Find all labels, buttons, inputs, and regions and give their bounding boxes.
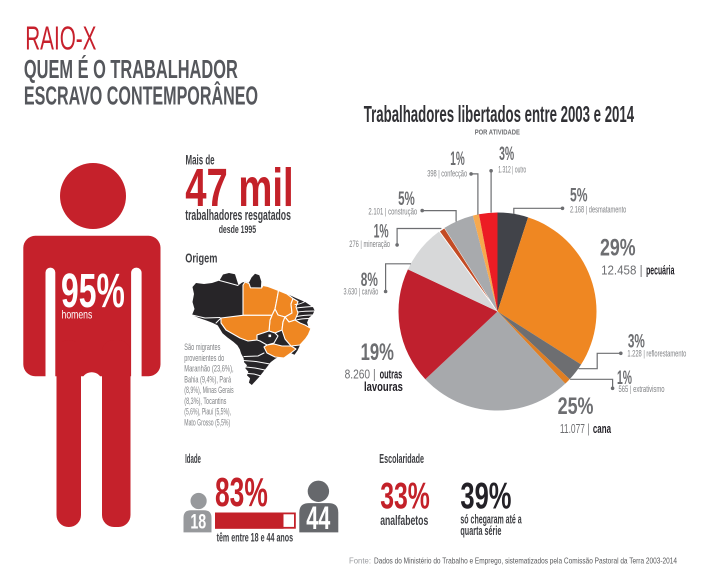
svg-text:47 mil: 47 mil [185,158,293,218]
svg-text:398 | confecção: 398 | confecção [427,169,467,180]
svg-text:18: 18 [190,510,206,534]
svg-text:POR ATIVIDADE: POR ATIVIDADE [475,127,520,136]
svg-text:lavouras: lavouras [364,379,403,394]
svg-text:1%: 1% [374,222,389,243]
svg-text:2.101 | construção: 2.101 | construção [368,206,417,217]
svg-text:Origem: Origem [185,251,217,266]
svg-text:12.458 |: 12.458 | [601,263,643,278]
svg-text:276 | mineração: 276 | mineração [349,239,390,250]
svg-text:Mato Grosso (5,5%): Mato Grosso (5,5%) [184,417,230,427]
svg-text:11.077 |: 11.077 | [560,421,590,436]
svg-text:Idade: Idade [185,451,201,466]
svg-text:trabalhadores resgatados: trabalhadores resgatados [185,208,291,224]
svg-text:pecuária: pecuária [646,263,675,278]
svg-text:(5,6%), Piauí (5,5%),: (5,6%), Piauí (5,5%), [184,407,231,417]
svg-text:homens: homens [62,308,93,322]
svg-text:83%: 83% [215,469,268,515]
svg-text:19%: 19% [361,339,394,366]
svg-text:1.228 | reflorestamento: 1.228 | reflorestamento [627,349,686,360]
svg-text:2.168 | desmatamento: 2.168 | desmatamento [570,204,626,215]
svg-text:1%: 1% [617,368,632,389]
svg-text:provenientes do: provenientes do [184,353,224,363]
svg-text:desde 1995: desde 1995 [219,224,256,236]
svg-text:QUEM É O TRABALHADOR: QUEM É O TRABALHADOR [24,55,238,84]
svg-text:Mais de: Mais de [186,153,215,168]
svg-text:(8,3%), Tocantins: (8,3%), Tocantins [184,396,226,406]
svg-text:8.260 |: 8.260 | [345,366,376,381]
svg-text:3.630 | carvão: 3.630 | carvão [344,286,379,297]
svg-text:São migrantes: São migrantes [184,342,220,352]
svg-text:44: 44 [306,500,330,536]
svg-text:Dados do Ministério do Trabalh: Dados do Ministério do Trabalho e Empreg… [374,555,677,565]
svg-text:5%: 5% [398,189,415,210]
svg-text:RAIO-X: RAIO-X [25,20,96,57]
svg-text:Trabalhadores libertados entre: Trabalhadores libertados entre 2003 e 20… [364,101,634,127]
svg-text:quarta série: quarta série [460,524,501,538]
svg-text:565 | extrativismo: 565 | extrativismo [619,384,665,395]
svg-text:1.312 | outro: 1.312 | outro [498,165,526,176]
svg-text:têm entre 18 e 44 anos: têm entre 18 e 44 anos [217,530,294,544]
svg-text:1%: 1% [450,149,464,170]
svg-text:5%: 5% [570,185,588,206]
svg-text:cana: cana [593,421,612,436]
svg-text:29%: 29% [600,235,636,262]
svg-text:ESCRAVO CONTEMPORÂNEO: ESCRAVO CONTEMPORÂNEO [24,81,258,111]
svg-text:(8,9%), Minas Gerais: (8,9%), Minas Gerais [184,385,233,395]
svg-text:33%: 33% [380,476,430,517]
svg-text:39%: 39% [460,476,511,517]
svg-text:analfabetos: analfabetos [380,513,428,528]
svg-text:Maranhão (23,6%),: Maranhão (23,6%), [184,364,233,374]
svg-text:3%: 3% [628,331,645,352]
svg-text:Escolaridade: Escolaridade [379,451,424,466]
svg-text:25%: 25% [558,393,594,420]
svg-text:só chegaram até a: só chegaram até a [460,513,522,527]
svg-text:Fonte:: Fonte: [349,555,371,565]
svg-text:8%: 8% [361,270,378,291]
svg-text:3%: 3% [499,144,514,165]
svg-text:95%: 95% [61,265,125,318]
svg-text:Bahia (9,4%), Pará: Bahia (9,4%), Pará [184,374,231,384]
svg-text:outras: outras [380,366,403,381]
